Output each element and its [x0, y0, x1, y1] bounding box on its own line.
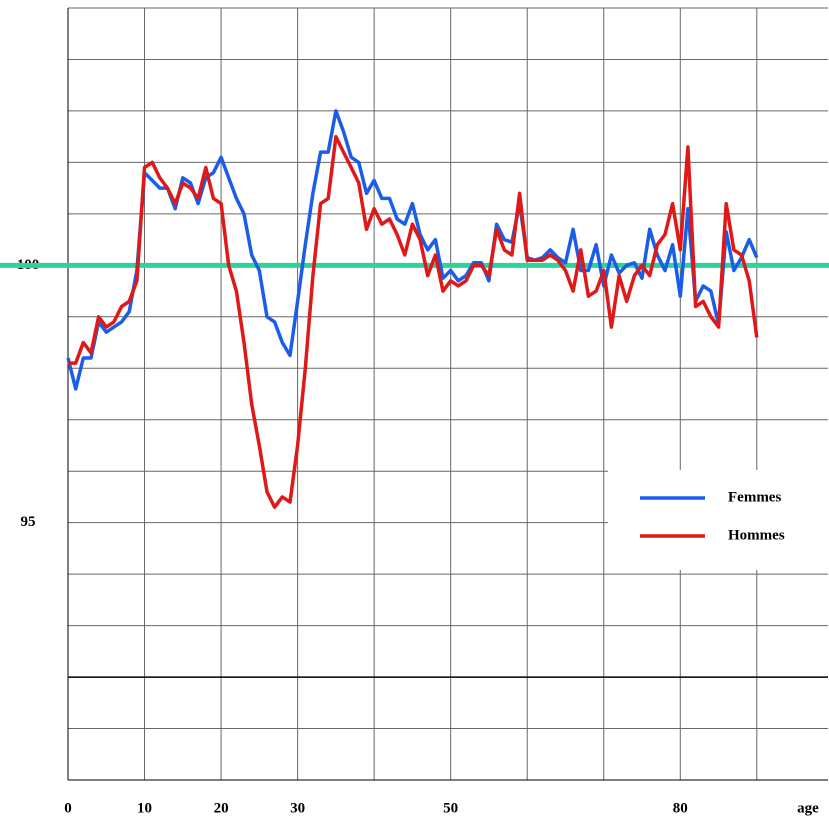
legend: Femmes Hommes — [608, 470, 829, 570]
x-tick-label: 0 — [64, 800, 72, 816]
legend-label: Hommes — [728, 527, 785, 543]
x-axis-label: age — [797, 800, 819, 816]
x-tick-label: 80 — [673, 800, 688, 816]
legend-label: Femmes — [728, 489, 781, 505]
data-line — [68, 134, 759, 509]
x-tick-label: 20 — [214, 800, 229, 816]
y-tick-label: 95 — [21, 514, 36, 530]
data-line — [66, 109, 759, 391]
x-tick-label: 10 — [137, 800, 152, 816]
x-tick-label: 50 — [443, 800, 458, 816]
x-tick-label: 30 — [290, 800, 305, 816]
legend-box — [608, 470, 829, 570]
